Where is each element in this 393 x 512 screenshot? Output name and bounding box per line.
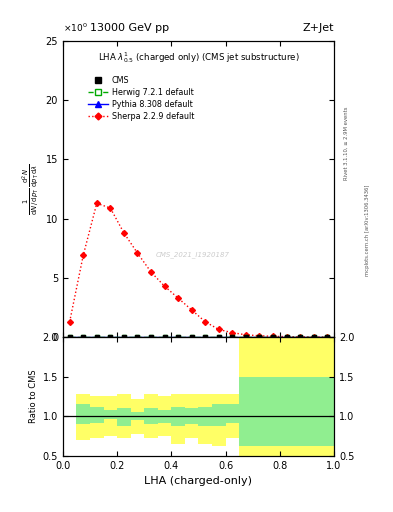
Text: LHA $\lambda^{1}_{0.5}$ (charged only) (CMS jet substructure): LHA $\lambda^{1}_{0.5}$ (charged only) (… <box>98 50 299 65</box>
Text: Z+Jet: Z+Jet <box>303 23 334 33</box>
Y-axis label: $\frac{1}{\mathrm{d}N\,/\,\mathrm{d}p_\mathrm{T}}\,\frac{\mathrm{d}^2N}{\mathrm{: $\frac{1}{\mathrm{d}N\,/\,\mathrm{d}p_\m… <box>20 163 41 215</box>
Text: CMS_2021_I1920187: CMS_2021_I1920187 <box>156 251 230 258</box>
Text: mcplots.cern.ch [arXiv:1306.3436]: mcplots.cern.ch [arXiv:1306.3436] <box>365 185 370 276</box>
Legend: CMS, Herwig 7.2.1 default, Pythia 8.308 default, Sherpa 2.2.9 default: CMS, Herwig 7.2.1 default, Pythia 8.308 … <box>86 75 196 122</box>
Text: 13000 GeV pp: 13000 GeV pp <box>90 23 169 33</box>
Y-axis label: Ratio to CMS: Ratio to CMS <box>29 370 39 423</box>
Text: Rivet 3.1.10, ≥ 2.9M events: Rivet 3.1.10, ≥ 2.9M events <box>343 106 348 180</box>
Text: $\times10^{0}$: $\times10^{0}$ <box>63 22 88 34</box>
X-axis label: LHA (charged-only): LHA (charged-only) <box>145 476 252 486</box>
